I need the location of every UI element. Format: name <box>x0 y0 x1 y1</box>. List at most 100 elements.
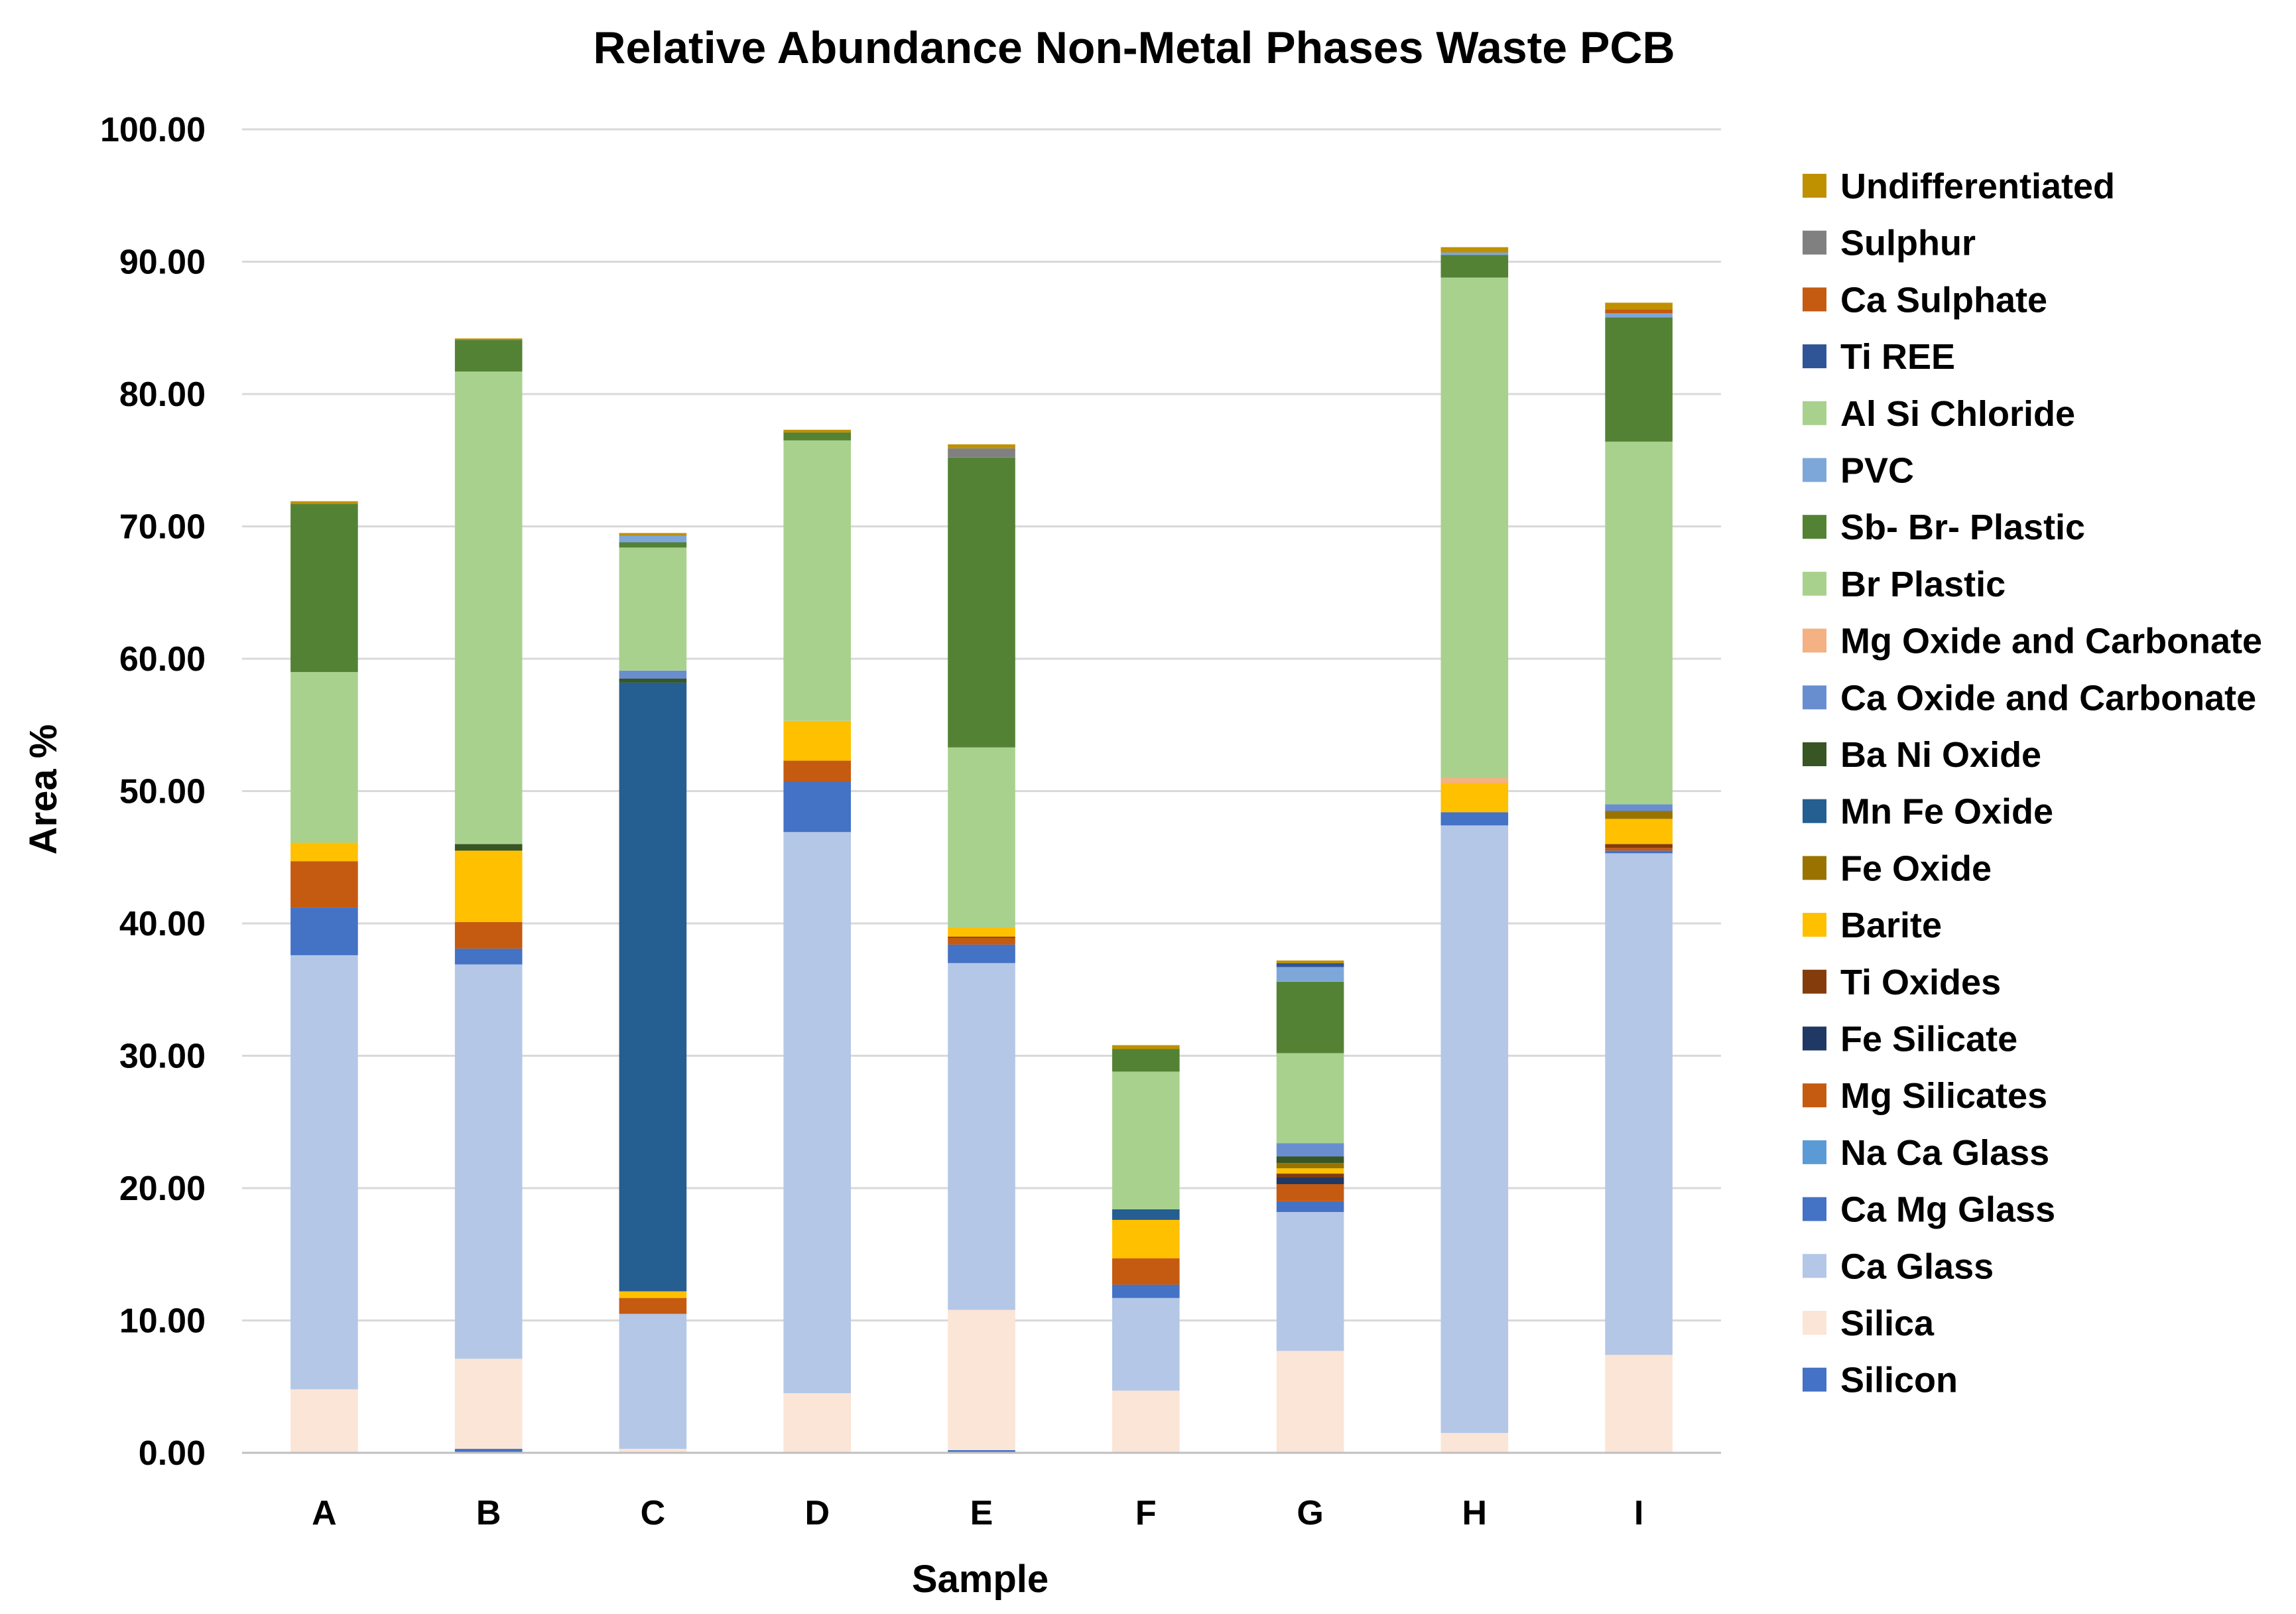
legend-label: Ti REE <box>1840 337 1955 377</box>
bar-segment-B-barite <box>454 850 523 922</box>
bar-segment-C-br-plastic <box>619 547 687 671</box>
bar-segment-H-ca-glass <box>1440 825 1509 1434</box>
y-tick-label: 50.00 <box>119 773 206 811</box>
y-tick-label: 30.00 <box>119 1038 206 1076</box>
bar-segment-D-barite <box>783 720 851 761</box>
bar-segment-C-undifferentiated <box>619 533 687 536</box>
bar-segment-H-undifferentiated <box>1440 247 1509 253</box>
bar-segment-I-ca-oxide-and-carbonate <box>1605 804 1673 811</box>
x-tick-label: I <box>1634 1494 1643 1532</box>
bar-segment-I-ca-sulphate <box>1605 309 1673 314</box>
bar-segment-G-ca-glass <box>1276 1211 1344 1351</box>
y-tick-label: 40.00 <box>119 905 206 943</box>
bar-segment-G-ti-ree <box>1276 963 1344 967</box>
bar-segment-B-sb-br-plastic <box>454 340 523 372</box>
legend-swatch <box>1803 174 1826 198</box>
bar-segment-G-ca-mg-glass <box>1276 1201 1344 1212</box>
y-tick-label: 70.00 <box>119 508 206 547</box>
bar-segment-G-pvc <box>1276 967 1344 982</box>
bar-segment-B-silica <box>454 1359 523 1449</box>
legend-swatch <box>1803 1140 1826 1164</box>
bar-segment-F-silica <box>1112 1390 1180 1453</box>
legend-swatch <box>1803 742 1826 766</box>
bar-segment-A-br-plastic <box>290 672 358 843</box>
legend-label: Barite <box>1840 906 1942 945</box>
legend-label: Ti Oxides <box>1840 963 2001 1002</box>
legend-label: Al Si Chloride <box>1840 394 2075 434</box>
bar-segment-B-silicon <box>454 1449 523 1453</box>
legend-swatch <box>1803 1311 1826 1335</box>
bar-segment-I-ti-oxides <box>1605 844 1673 848</box>
bar-segment-D-br-plastic <box>783 440 851 721</box>
legend-swatch <box>1803 571 1826 596</box>
y-axis-tick-labels: 0.00 10.00 20.00 30.00 40.00 50.00 60.00 70.00 8… <box>100 111 206 1473</box>
bar-segment-I-pvc <box>1605 313 1673 318</box>
chart-title: Relative Abundance Non-Metal Phases Wast… <box>593 23 1675 73</box>
legend-label: Silicon <box>1840 1361 1958 1400</box>
bar-segment-H-ca-mg-glass <box>1440 812 1509 826</box>
bar-segment-D-silica <box>783 1393 851 1453</box>
legend-label: Sb- Br- Plastic <box>1840 507 2085 547</box>
bar-segment-B-undifferentiated <box>454 338 523 340</box>
legend-label: Undifferentiated <box>1840 167 2115 206</box>
bar-segment-G-undifferentiated <box>1276 960 1344 963</box>
x-tick-label: G <box>1297 1494 1323 1532</box>
bar-segment-F-ca-glass <box>1112 1298 1180 1391</box>
bar-segment-E-br-plastic <box>948 747 1015 927</box>
bar-segment-B-mg-silicates <box>454 922 523 949</box>
x-tick-label: B <box>476 1494 501 1532</box>
bar-segment-I-undifferentiated <box>1605 303 1673 310</box>
bar-segment-H-barite <box>1440 783 1509 813</box>
bar-segment-C-mn-fe-oxide <box>619 682 687 1292</box>
legend-swatch <box>1803 969 1826 994</box>
bar-segment-G-mg-silicates <box>1276 1184 1344 1201</box>
legend-swatch <box>1803 685 1826 710</box>
x-tick-label: A <box>312 1494 337 1532</box>
legend-swatch <box>1803 856 1826 880</box>
bar-segment-E-ca-mg-glass <box>948 944 1015 963</box>
legend-swatch <box>1803 401 1826 425</box>
bar-segment-F-barite <box>1112 1219 1180 1258</box>
bar-segment-B-ca-mg-glass <box>454 948 523 965</box>
y-tick-label: 100.00 <box>100 111 206 149</box>
bar-segment-D-sb-br-plastic <box>783 432 851 440</box>
legend-label: Na Ca Glass <box>1840 1133 2049 1173</box>
bar-segment-H-br-plastic <box>1440 277 1509 778</box>
bar-segment-B-ba-ni-oxide <box>454 844 523 851</box>
bar-segment-C-ca-glass <box>619 1313 687 1449</box>
bar-segment-A-sb-br-plastic <box>290 504 358 672</box>
bar-segment-I-silica <box>1605 1355 1673 1453</box>
bar-segment-C-silica <box>619 1449 687 1453</box>
legend-label: Mn Fe Oxide <box>1840 792 2053 832</box>
legend-swatch <box>1803 344 1826 369</box>
legend-label: Mg Silicates <box>1840 1076 2047 1116</box>
legend-swatch <box>1803 628 1826 653</box>
bar-segment-H-pvc <box>1440 252 1509 255</box>
bar-segment-E-silica <box>948 1310 1015 1450</box>
bar-segment-C-ba-ni-oxide <box>619 678 687 683</box>
bar-segment-F-mn-fe-oxide <box>1112 1209 1180 1220</box>
bar-segment-G-ti-oxides <box>1276 1174 1344 1178</box>
bar-segment-C-sb-br-plastic <box>619 542 687 548</box>
bar-segment-G-fe-oxide <box>1276 1163 1344 1169</box>
bar-segment-F-mg-silicates <box>1112 1258 1180 1285</box>
legend-swatch <box>1803 1367 1826 1392</box>
x-axis-tick-labels: A B C D E F G H I <box>312 1494 1643 1532</box>
legend-swatch <box>1803 1197 1826 1221</box>
bar-segment-I-ca-glass <box>1605 853 1673 1355</box>
bar-segment-E-ti-oxides <box>948 936 1015 938</box>
y-tick-label: 20.00 <box>119 1170 206 1208</box>
legend-label: Fe Oxide <box>1840 848 1992 888</box>
bar-segment-C-mg-silicates <box>619 1298 687 1314</box>
bar-segment-A-ca-mg-glass <box>290 908 358 955</box>
legend-swatch <box>1803 458 1826 482</box>
bar-segment-G-fe-silicate <box>1276 1177 1344 1184</box>
y-tick-label: 10.00 <box>119 1302 206 1341</box>
bar-segment-B-br-plastic <box>454 371 523 844</box>
bar-segment-F-sb-br-plastic <box>1112 1049 1180 1072</box>
bar-segment-E-mg-silicates <box>948 937 1015 945</box>
legend-label: Ba Ni Oxide <box>1840 735 2041 775</box>
y-tick-label: 60.00 <box>119 640 206 679</box>
